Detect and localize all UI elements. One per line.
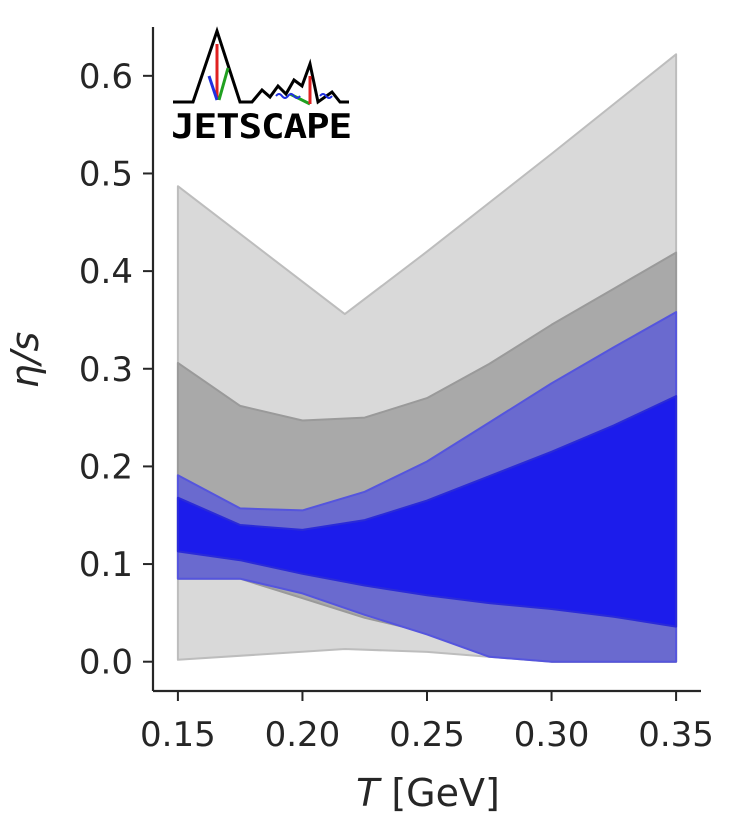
y-tick-label: 0.5	[79, 154, 133, 194]
x-tick-label: 0.25	[389, 715, 465, 755]
y-tick-label: 0.1	[79, 545, 133, 585]
logo-mountains	[173, 26, 349, 105]
x-axis-label: T [GeV]	[356, 771, 500, 815]
jetscape-logo: JETSCAPE	[171, 26, 352, 147]
x-axis-label-unit: [GeV]	[391, 771, 499, 815]
x-axis-label-var: T	[356, 771, 382, 815]
logo-text: JETSCAPE	[171, 107, 351, 147]
x-tick-label: 0.30	[514, 715, 590, 755]
y-axis-label: η/s	[3, 332, 47, 389]
x-tick-label: 0.15	[140, 715, 216, 755]
y-tick-label: 0.4	[79, 252, 133, 292]
y-tick-label: 0.3	[79, 350, 133, 390]
logo-blue-line	[207, 75, 219, 101]
x-tick-label: 0.35	[638, 715, 714, 755]
band-4	[176, 395, 678, 628]
x-tick-label: 0.20	[265, 715, 341, 755]
x-ticks: 0.15 0.20 0.25 0.30 0.35	[140, 691, 714, 755]
bands-layer	[176, 53, 678, 663]
logo-blue-squiggle	[275, 93, 333, 99]
y-tick-label: 0.2	[79, 447, 133, 487]
y-tick-label: 0.0	[79, 643, 133, 683]
y-tick-label: 0.6	[79, 57, 133, 97]
logo-green-line	[217, 67, 230, 101]
y-ticks: 0.0 0.1 0.2 0.3 0.4 0.5 0.6	[79, 57, 153, 683]
